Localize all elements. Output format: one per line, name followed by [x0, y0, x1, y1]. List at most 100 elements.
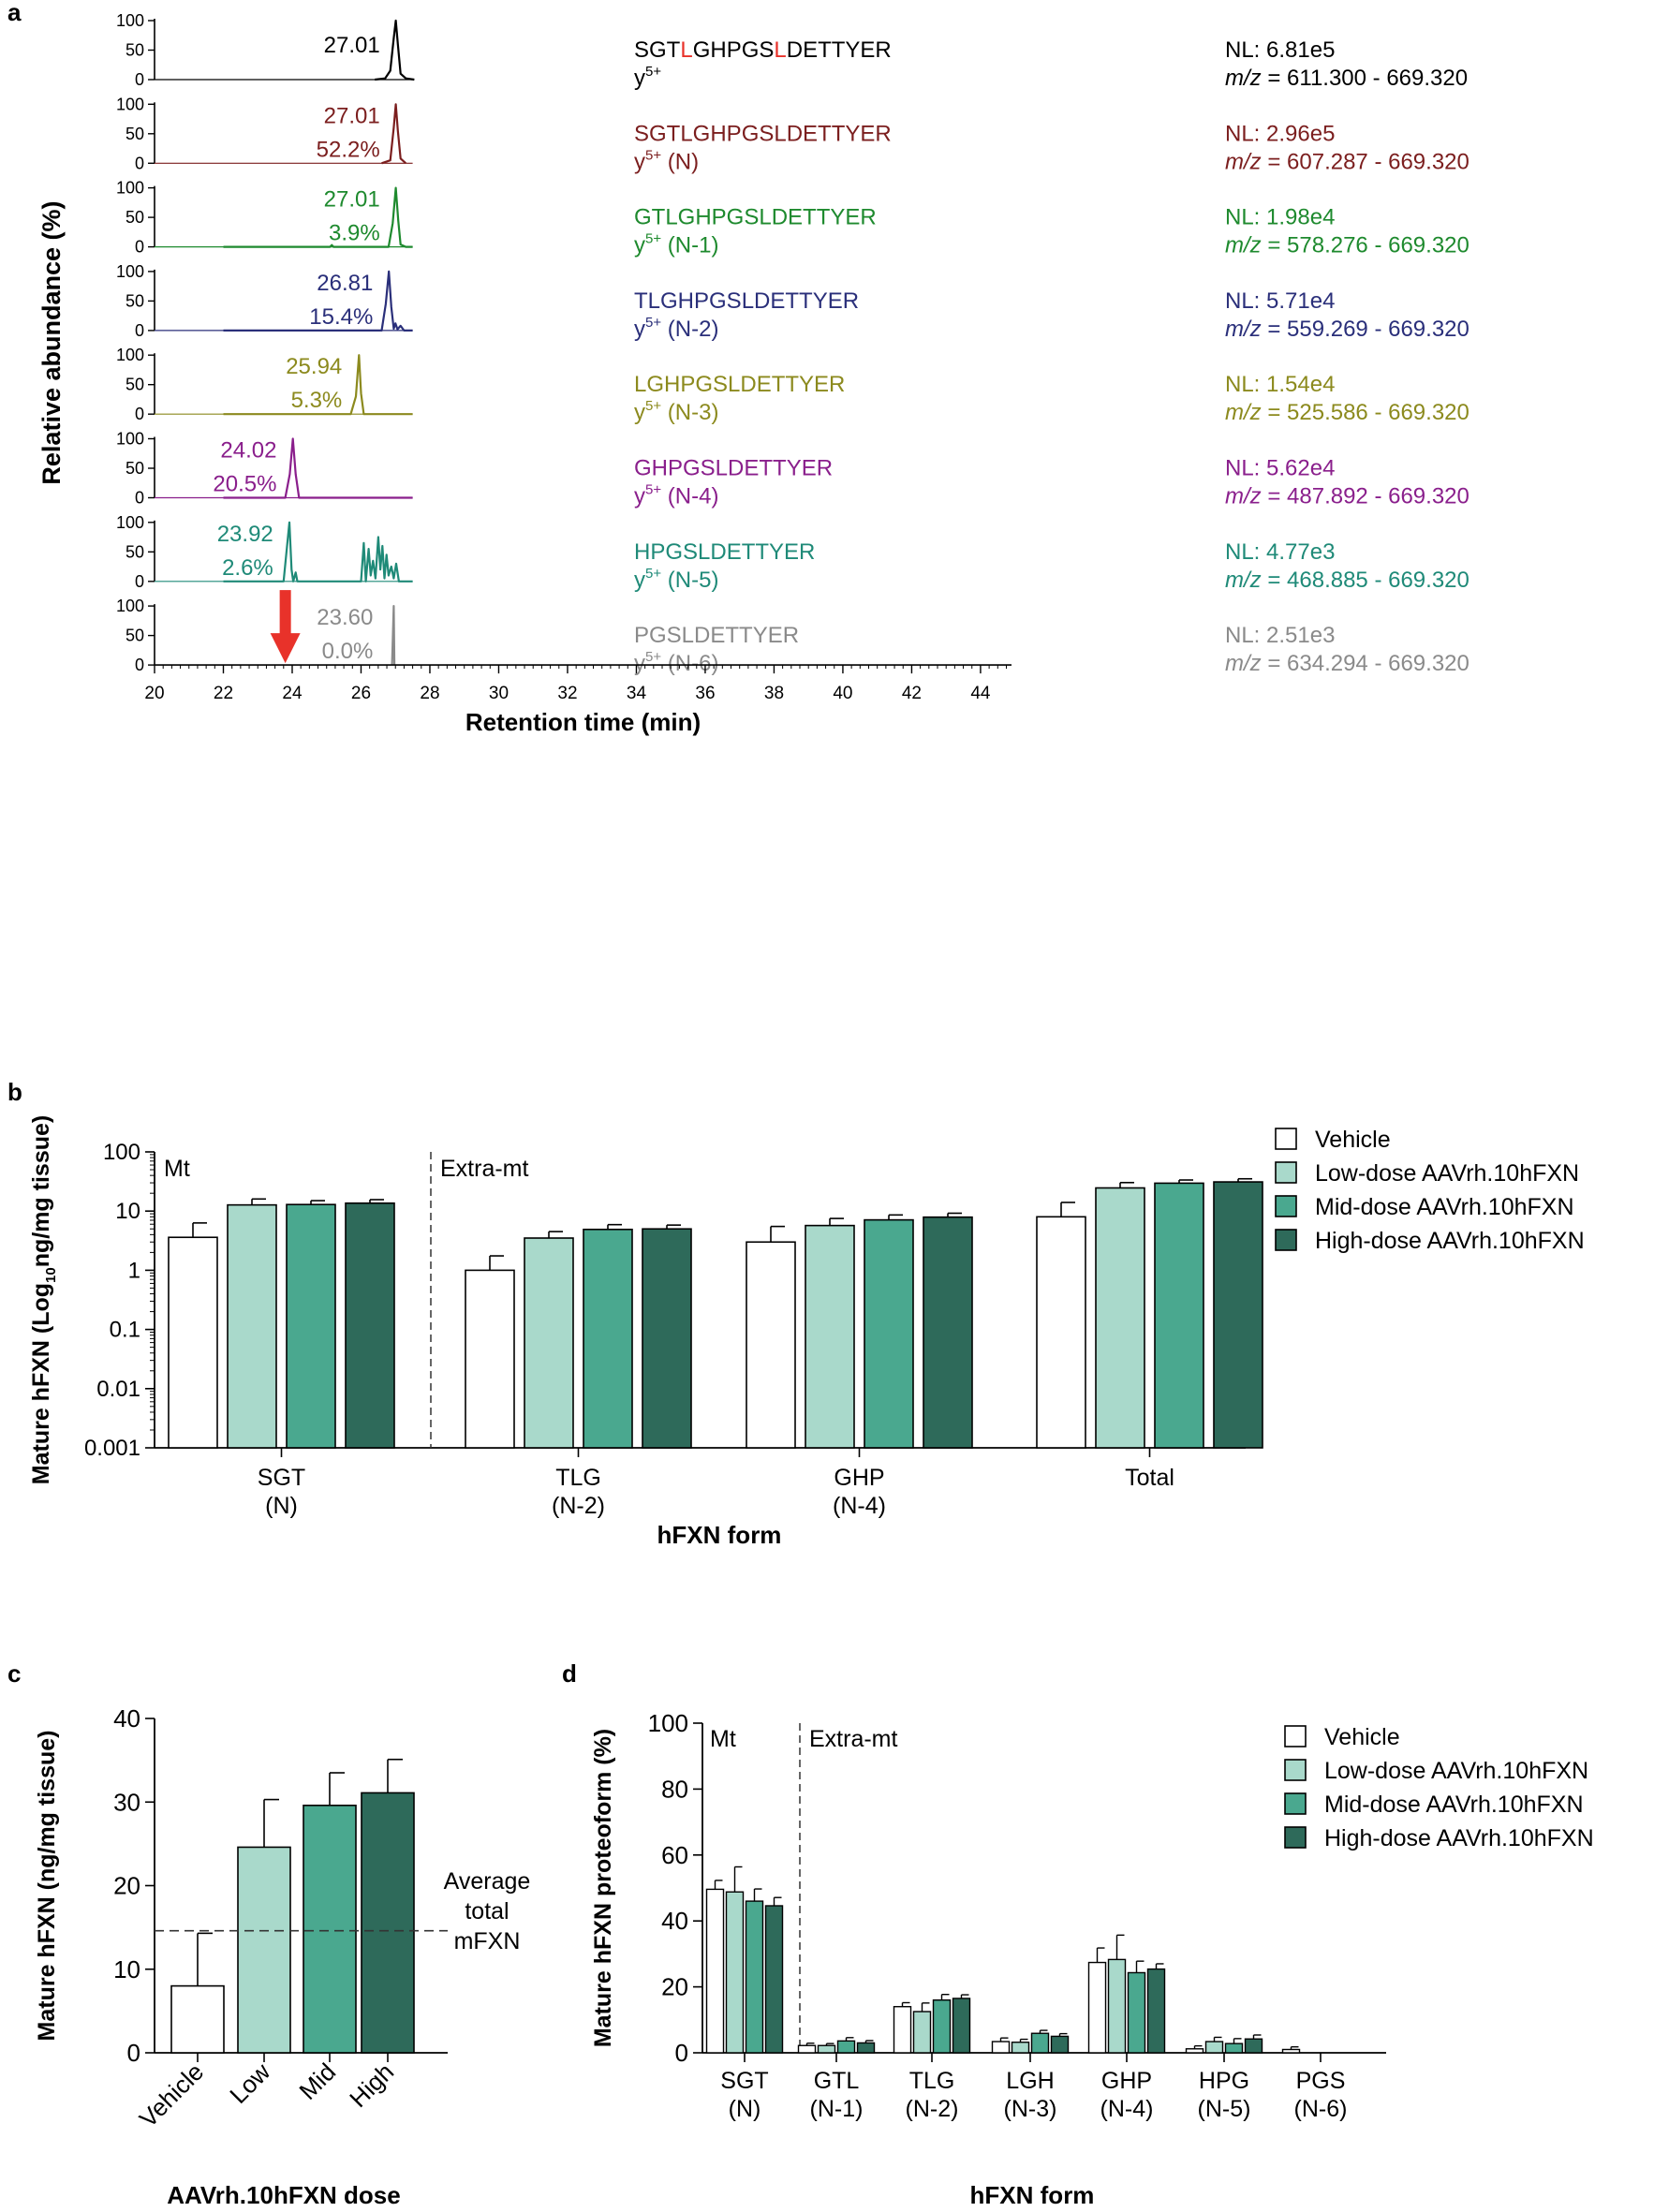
- missing-peak-arrow-head: [270, 633, 301, 664]
- mz-range-label: m/z = 487.892 - 669.320: [1225, 484, 1469, 509]
- x-tick-label: 26: [351, 684, 371, 703]
- bar: [170, 1984, 225, 2054]
- peptide-sequence-part: SGTLGHPGSLDETTYER: [634, 121, 892, 146]
- y-tick-label: 30: [113, 1788, 140, 1816]
- region-label-extra-mt: Extra-mt: [440, 1156, 529, 1182]
- trace-y-tick-label: 0: [135, 656, 144, 674]
- bar: [237, 1846, 291, 2054]
- x-tick-label: GHP: [1101, 2068, 1152, 2094]
- chromatogram-trace: [381, 103, 407, 165]
- legend-label: High-dose AAVrh.10hFXN: [1324, 1825, 1594, 1851]
- ion-type: y: [634, 568, 645, 593]
- trace-y-tick-label: 0: [135, 405, 144, 423]
- peak-retention-time: 23.60: [317, 605, 373, 630]
- ion-type: y: [634, 66, 645, 91]
- legend-label: Low-dose AAVrh.10hFXN: [1324, 1758, 1588, 1784]
- chromatogram-trace: [223, 270, 413, 332]
- x-axis-title: AAVrh.10hFXN dose: [167, 2181, 400, 2209]
- bar: [303, 1805, 357, 2054]
- truncation-form: (N-5): [661, 568, 718, 593]
- y-tick-label: 0.001: [84, 1436, 140, 1461]
- bar: [923, 1216, 973, 1449]
- bar: [745, 1900, 764, 2054]
- bar: [465, 1269, 515, 1449]
- peptide-sequence: GTLGHPGSLDETTYER: [634, 205, 877, 230]
- x-tick-sublabel: (N-6): [1294, 2096, 1348, 2122]
- x-tick-label: Total: [1125, 1465, 1174, 1491]
- peptide-sequence-part: GHPGSLDETTYER: [634, 456, 833, 481]
- y-tick-label: 10: [113, 1955, 140, 1983]
- mz-range-label: m/z = 525.586 - 669.320: [1225, 400, 1469, 425]
- legend-swatch: [1284, 1759, 1307, 1781]
- mz-symbol: m/z: [1225, 568, 1262, 593]
- x-tick-sublabel: (N-5): [1198, 2096, 1251, 2122]
- trace-y-tick-label: 0: [135, 70, 144, 89]
- y-axis-title-subscript: 10: [43, 1267, 59, 1283]
- truncation-form: (N-1): [661, 233, 718, 258]
- mz-range-label: m/z = 559.269 - 669.320: [1225, 317, 1469, 342]
- normalization-level: NL: 2.96e5: [1225, 121, 1335, 146]
- trace-y-tick-label: 50: [126, 41, 144, 60]
- bar: [642, 1228, 692, 1449]
- ion-type: y: [634, 317, 645, 342]
- panel-label-a: a: [7, 0, 22, 26]
- legend-swatch: [1284, 1826, 1307, 1849]
- ion-charge: 5+: [645, 649, 661, 665]
- x-tick-label: LGH: [1006, 2068, 1054, 2094]
- ion-charge: 5+: [645, 482, 661, 498]
- x-tick-label: 40: [833, 684, 852, 703]
- mz-range: = 525.586 - 669.320: [1262, 400, 1469, 425]
- peptide-sequence-part: PGSLDETTYER: [634, 623, 799, 648]
- peak-retention-time: 23.92: [217, 522, 273, 547]
- x-tick-label: High: [344, 2057, 399, 2113]
- ion-type: y: [634, 484, 645, 509]
- chromatogram-trace: [223, 521, 413, 582]
- ion-label: y5+ (N-6): [634, 649, 718, 676]
- x-tick-label: SGT: [258, 1465, 305, 1491]
- legend-label: Vehicle: [1324, 1724, 1400, 1750]
- y-tick-label: 0: [127, 2039, 140, 2067]
- ion-label: y5+ (N): [634, 147, 699, 174]
- mz-range-label: m/z = 468.885 - 669.320: [1225, 568, 1469, 593]
- peptide-sequence: PGSLDETTYER: [634, 623, 799, 648]
- y-axis-title-part: ng/mg tissue): [28, 1115, 54, 1268]
- bar: [817, 2044, 836, 2054]
- trace-y-tick-label: 100: [116, 95, 144, 113]
- truncation-form: (N-3): [661, 400, 718, 425]
- peak-percentage: 0.0%: [322, 639, 374, 664]
- mz-range: = 468.885 - 669.320: [1262, 568, 1469, 593]
- bar: [1050, 2035, 1070, 2054]
- bar: [725, 1891, 745, 2054]
- y-axis-title-part: Mature hFXN (Log: [28, 1283, 54, 1484]
- x-tick-sublabel: (N-1): [810, 2096, 864, 2122]
- x-tick-sublabel: (N-4): [833, 1493, 886, 1519]
- ion-charge: 5+: [645, 398, 661, 414]
- x-tick-label: Vehicle: [134, 2057, 209, 2132]
- ion-charge: 5+: [645, 231, 661, 247]
- bar: [797, 2044, 817, 2054]
- peptide-sequence-part: GHPGS: [693, 37, 775, 63]
- panel-label-b: b: [7, 1078, 22, 1106]
- y-tick-label: 40: [113, 1704, 140, 1733]
- x-tick-label: TLG: [909, 2068, 955, 2094]
- bar: [864, 1218, 914, 1449]
- peak-percentage: 52.2%: [317, 137, 380, 162]
- y-tick-label: 80: [661, 1775, 688, 1803]
- peak-retention-time: 25.94: [286, 354, 342, 379]
- ion-label: y5+ (N-1): [634, 231, 718, 258]
- ion-type: y: [634, 149, 645, 174]
- ion-charge: 5+: [645, 64, 661, 80]
- bar: [1030, 2032, 1050, 2054]
- peak-retention-time: 27.01: [324, 103, 380, 128]
- x-tick-sublabel: (N-2): [906, 2096, 959, 2122]
- bar: [932, 1998, 952, 2054]
- bar: [1087, 1961, 1107, 2054]
- legend-label: Low-dose AAVrh.10hFXN: [1315, 1160, 1579, 1187]
- y-tick-label: 20: [113, 1872, 140, 1900]
- truncation-form: (N-4): [661, 484, 718, 509]
- peak-percentage: 2.6%: [222, 555, 273, 581]
- x-axis-title: hFXN form: [970, 2181, 1095, 2209]
- y-tick-label: 1: [128, 1258, 140, 1283]
- trace-y-tick-label: 100: [116, 597, 144, 615]
